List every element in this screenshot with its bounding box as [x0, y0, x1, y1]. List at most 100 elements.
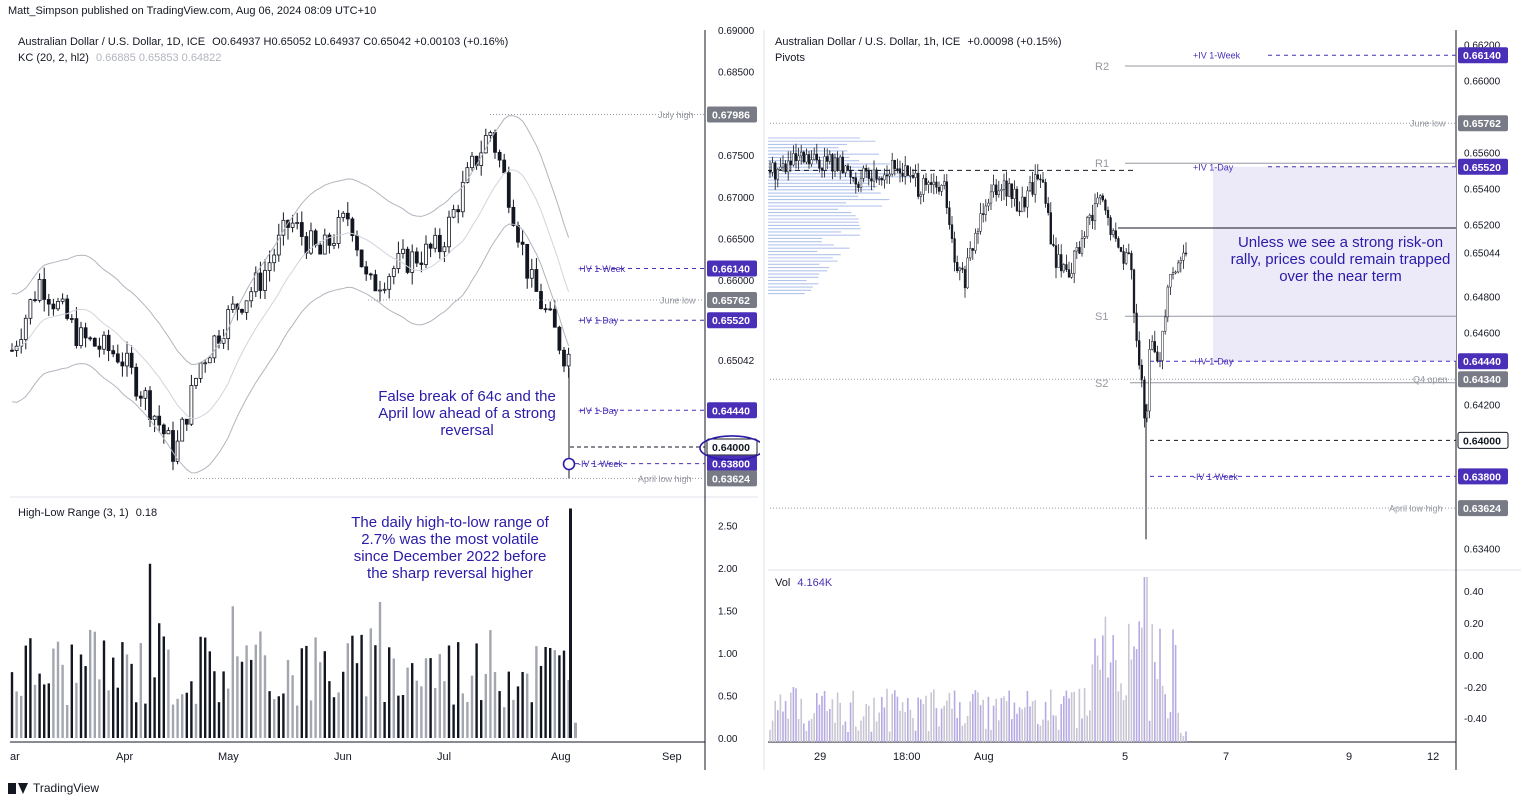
- price-axis-tag-label: 0.63800: [1463, 471, 1501, 483]
- candle-body: [428, 243, 433, 249]
- candle-body: [1088, 214, 1091, 218]
- range-bar: [397, 695, 400, 738]
- tradingview-logo-icon: [8, 782, 28, 794]
- candle-body: [917, 172, 920, 197]
- candle-body: [442, 246, 447, 253]
- candle-body: [828, 154, 831, 162]
- candle-body: [891, 160, 894, 175]
- volume-bar: [1050, 689, 1052, 742]
- left-price-panel[interactable]: [8, 28, 758, 770]
- range-bar: [125, 654, 129, 738]
- pivot-label: R2: [1095, 61, 1109, 73]
- candle-body: [1101, 195, 1104, 201]
- range-tick-label: 0.50: [718, 692, 738, 703]
- candle-body: [1067, 269, 1071, 278]
- candle-body: [175, 440, 180, 462]
- candle-body: [1083, 236, 1086, 239]
- candle-body: [391, 268, 396, 277]
- price-axis-tag: [1458, 500, 1508, 517]
- candle-body: [937, 187, 941, 192]
- volume-bar: [940, 708, 943, 742]
- kc-indicator-label[interactable]: KC (20, 2, hl2) 0.66885 0.65853 0.64822: [18, 52, 221, 64]
- right-chart-svg[interactable]: 0.66200 0.66000 0.65600 0.65400 0.65200 0.650…: [760, 0, 1522, 770]
- volume-bar: [1086, 715, 1088, 742]
- range-bar: [47, 683, 50, 738]
- level-label: Q4 open: [1413, 375, 1448, 385]
- candle-body: [207, 357, 212, 364]
- candle-body: [138, 395, 143, 399]
- candle-body: [378, 289, 382, 292]
- range-bar: [176, 698, 179, 738]
- volume-bar: [1039, 725, 1042, 742]
- range-bar: [558, 655, 561, 738]
- price-tick-label: 0.68500: [718, 68, 755, 79]
- candle-body: [92, 337, 97, 347]
- candle-body: [846, 165, 850, 171]
- candle-body: [129, 352, 134, 368]
- candle-body: [878, 178, 881, 180]
- volume-bar: [987, 696, 990, 742]
- range-bar: [29, 638, 32, 738]
- volume-bar: [1031, 701, 1034, 742]
- volume-bar: [1003, 696, 1005, 742]
- range-bar: [530, 702, 533, 738]
- candle-body: [969, 248, 972, 259]
- left-chart-svg[interactable]: 0.69000 0.68500 0.67500 0.67000 0.66500 0.660…: [0, 0, 760, 770]
- range-bar: [351, 635, 354, 738]
- candle-body: [56, 301, 60, 310]
- volume-bar: [1081, 718, 1083, 742]
- candle-body: [979, 213, 982, 232]
- volume-bar: [1141, 627, 1143, 742]
- volume-tick-label: 0.40: [1464, 587, 1484, 598]
- tradingview-footer[interactable]: TradingView: [8, 781, 99, 795]
- volume-bar: [985, 728, 987, 742]
- candle-body: [23, 317, 28, 340]
- candle-body: [493, 132, 497, 153]
- candle-body: [451, 209, 456, 218]
- volume-bar: [826, 711, 828, 742]
- price-tick-label: 0.65400: [1464, 184, 1501, 195]
- volume-bar: [990, 729, 992, 742]
- volume-bar: [1164, 694, 1166, 742]
- volume-bar: [771, 720, 774, 742]
- range-bar: [309, 700, 313, 738]
- range-bar: [171, 704, 175, 738]
- volume-bar: [865, 703, 867, 742]
- candle-body: [1138, 340, 1141, 366]
- volume-bar: [836, 692, 839, 742]
- candle-body: [820, 168, 824, 171]
- volume-bar: [810, 718, 813, 742]
- range-bar: [466, 701, 469, 738]
- volume-bar: [1174, 645, 1177, 742]
- ohlc-open: O0.64937: [212, 36, 261, 48]
- volume-bar: [1167, 718, 1169, 742]
- candle-body: [566, 353, 571, 367]
- candle-body: [932, 181, 935, 185]
- candle-body: [901, 172, 904, 177]
- candle-body: [263, 270, 267, 291]
- volume-bar: [901, 702, 904, 742]
- range-indicator-label[interactable]: High-Low Range (3, 1) 0.18: [18, 507, 157, 519]
- candle-body: [1117, 238, 1120, 248]
- volume-bar: [982, 699, 984, 742]
- volume-bar: [998, 720, 1000, 742]
- range-bar: [553, 650, 556, 738]
- price-axis-tag-label: 0.65762: [1463, 118, 1501, 130]
- candle-body: [823, 156, 826, 171]
- candle-body: [862, 167, 865, 179]
- candle-body: [51, 303, 56, 310]
- candle-body: [332, 243, 336, 246]
- volume-bar: [933, 689, 935, 742]
- candle-body: [1062, 264, 1065, 272]
- candle-body: [516, 225, 520, 243]
- candle-body: [1028, 182, 1032, 192]
- candle-body: [940, 185, 943, 192]
- candle-body: [787, 160, 790, 173]
- volume-bar: [1044, 701, 1047, 742]
- candle-body: [1008, 183, 1011, 197]
- candle-body: [924, 178, 928, 185]
- candle-body: [1166, 286, 1169, 318]
- volume-bar: [868, 705, 870, 742]
- volume-label[interactable]: Vol 4.164K: [775, 577, 832, 589]
- pivots-label[interactable]: Pivots: [775, 52, 805, 64]
